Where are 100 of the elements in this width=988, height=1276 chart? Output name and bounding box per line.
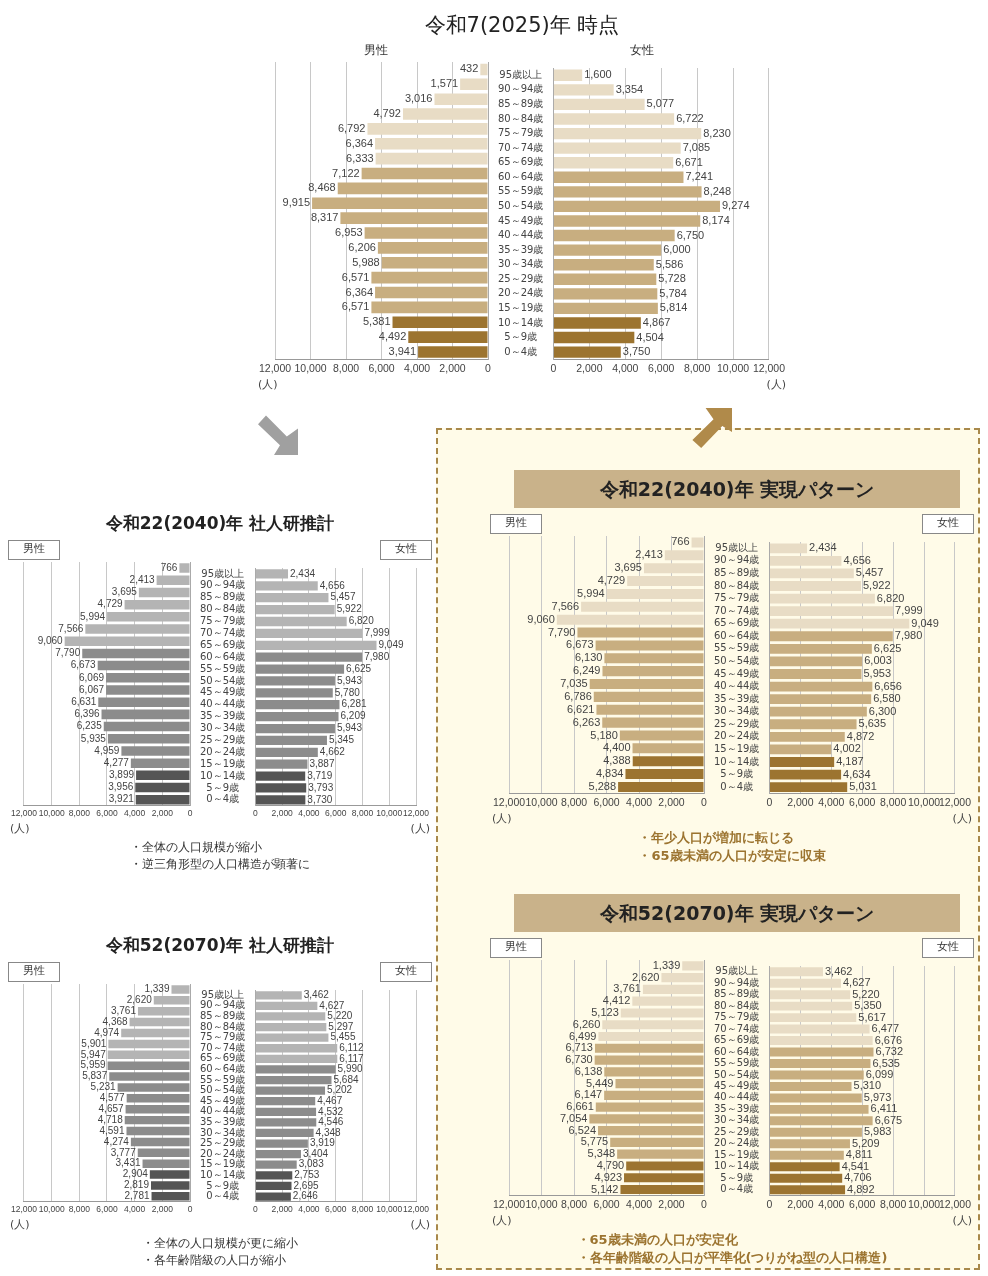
bar — [606, 588, 704, 599]
chart-subtitle: 男性 — [363, 42, 389, 59]
y-tick-label: 30～34歳 — [714, 1114, 760, 1126]
bar — [553, 317, 641, 329]
x-tick-label: 10,000 — [525, 795, 558, 808]
bar — [255, 652, 363, 662]
bar — [769, 990, 851, 1000]
bar — [642, 984, 704, 995]
data-label: 7,566 — [58, 622, 84, 634]
y-tick-label: 5～9歳 — [504, 331, 538, 343]
data-label: 4,729 — [97, 598, 124, 610]
data-label: 6,206 — [348, 240, 376, 253]
bar — [82, 648, 190, 659]
data-label: 3,354 — [615, 82, 644, 95]
chart-subtitle: 女性 — [922, 514, 974, 534]
data-label: 9,049 — [911, 616, 939, 629]
x-tick-label: 0 — [766, 795, 773, 808]
data-label: 6,099 — [865, 1068, 894, 1080]
x-tick-label: 6,000 — [325, 1204, 347, 1215]
bar — [589, 1114, 704, 1124]
x-tick-label: 2,000 — [439, 361, 466, 374]
y-tick-label: 15～19歳 — [498, 302, 544, 313]
y-tick-label: 0～4歳 — [206, 1190, 240, 1202]
bar — [769, 643, 872, 654]
data-label: 6,000 — [663, 243, 691, 256]
data-label: 3,777 — [110, 1146, 137, 1158]
data-label: 5,031 — [849, 780, 877, 793]
y-tick-label: 30～34歳 — [498, 258, 544, 270]
data-label: 5,775 — [580, 1135, 609, 1148]
data-label: 5,455 — [330, 1031, 356, 1043]
chart-title: 令和7(2025)年 時点 — [423, 12, 621, 39]
y-tick-label: 65～69歳 — [714, 617, 760, 629]
y-tick-label: 0～4歳 — [720, 780, 754, 792]
data-label: 7,085 — [682, 141, 711, 154]
chart-subtitle: 女性 — [380, 540, 432, 560]
data-label: 5,310 — [853, 1079, 882, 1092]
bar — [553, 244, 662, 256]
data-label: 7,980 — [894, 629, 923, 642]
y-tick-label: 75～79歳 — [714, 592, 760, 604]
y-tick-label: 60～64歳 — [714, 629, 760, 641]
bar — [392, 316, 488, 329]
x-tick-label: 4,000 — [298, 808, 320, 819]
y-tick-label: 50～54歳 — [200, 1084, 246, 1096]
bar — [553, 259, 654, 271]
data-label: 1,339 — [144, 983, 170, 995]
data-label: 6,571 — [341, 270, 370, 283]
data-label: 6,673 — [566, 638, 594, 651]
x-tick-label: 0 — [187, 1204, 193, 1215]
bar — [137, 1148, 190, 1158]
y-tick-label: 60～64歳 — [714, 1045, 760, 1057]
y-tick-label: 85～89歳 — [200, 1010, 246, 1022]
data-label: 5,901 — [81, 1037, 107, 1049]
data-label: 5,922 — [336, 603, 363, 615]
x-tick-label: 0 — [253, 1204, 259, 1215]
x-tick-label: 10,000 — [294, 361, 327, 374]
data-label: 8,248 — [703, 184, 732, 197]
y-tick-label: 85～89歳 — [200, 591, 246, 603]
y-tick-label: 40～44歳 — [200, 1105, 246, 1117]
data-label: 3,956 — [108, 781, 134, 793]
bar — [255, 747, 318, 757]
data-label: 5,935 — [80, 732, 107, 744]
data-label: 6,112 — [339, 1041, 364, 1053]
bar — [553, 229, 675, 242]
bar — [769, 581, 861, 591]
data-label: 7,790 — [55, 647, 81, 659]
data-label: 3,750 — [622, 345, 651, 358]
y-tick-label: 60～64歳 — [200, 650, 246, 662]
x-tick-label: 8,000 — [879, 1197, 907, 1210]
y-tick-label: 30～34歳 — [200, 1126, 246, 1138]
bar — [769, 1001, 853, 1011]
data-label: 9,915 — [282, 196, 311, 209]
x-tick-label: 12,000 — [11, 808, 38, 819]
data-label: 5,728 — [658, 272, 686, 285]
data-label: 6,003 — [864, 654, 892, 667]
data-label: 4,002 — [833, 742, 861, 755]
y-tick-label: 35～39歳 — [714, 1102, 760, 1114]
data-label: 5,922 — [862, 579, 891, 592]
bar — [255, 735, 327, 746]
data-label: 3,941 — [388, 345, 417, 357]
y-tick-label: 50～54歳 — [200, 674, 246, 686]
data-label: 6,625 — [873, 641, 902, 654]
data-label: 5,990 — [337, 1063, 364, 1075]
bar — [255, 688, 333, 698]
bar — [553, 186, 702, 198]
y-tick-label: 40～44歳 — [714, 1091, 760, 1103]
bar — [480, 63, 488, 76]
y-tick-label: 75～79歳 — [200, 1031, 246, 1043]
x-tick-label: 4,000 — [124, 808, 146, 819]
chart-subtitle: 男性 — [8, 962, 60, 982]
text: ・年少人口が増加に転じる — [638, 829, 796, 847]
bar — [664, 550, 704, 561]
bar — [604, 1067, 704, 1077]
x-tick-label: 2,000 — [658, 795, 685, 808]
data-label: 3,695 — [111, 586, 138, 598]
text: ・各年齢階級の人口が平準化(つりがね型の人口構造) — [576, 1249, 888, 1267]
y-tick-label: 35～39歳 — [498, 243, 544, 255]
y-tick-label: 20～24歳 — [498, 287, 544, 299]
data-label: 4,974 — [94, 1026, 120, 1038]
bar — [367, 123, 488, 135]
bar — [337, 182, 488, 195]
